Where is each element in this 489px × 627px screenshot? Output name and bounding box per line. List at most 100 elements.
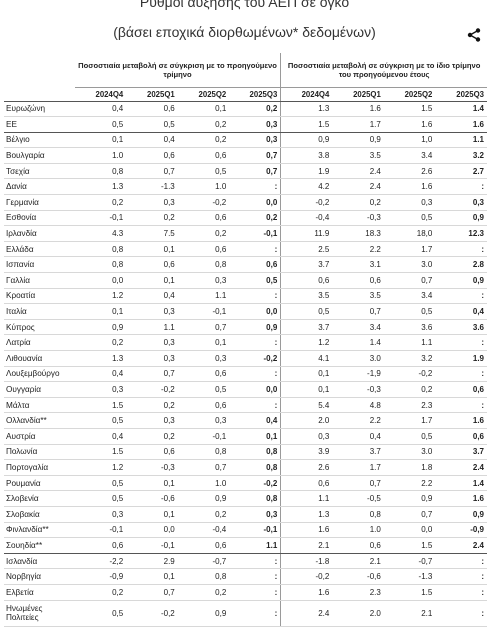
table-cell: 0,0 <box>74 272 127 289</box>
table-cell: 1.5 <box>74 444 127 461</box>
table-cell: : <box>435 334 487 351</box>
table-cell: -0,4 <box>177 522 230 539</box>
share-icon[interactable] <box>467 28 481 42</box>
column-header: 2025Q3 <box>435 87 487 102</box>
table-cell: 0,3 <box>126 350 178 367</box>
country-name: Ηνωμένες Πολιτείες <box>4 600 75 627</box>
table-cell: 3.2 <box>383 350 436 367</box>
table-cell: 0,2 <box>177 225 230 242</box>
country-name: Ελβετία <box>4 584 75 601</box>
table-cell: 4.3 <box>74 225 127 242</box>
table-row: Ελβετία 0,2 0,7 0,2:1.6 2.3 1.5: <box>4 584 487 601</box>
table-cell: 3.8 <box>280 147 333 164</box>
table-cell: 3.9 <box>280 444 333 461</box>
table-cell: : <box>229 568 281 585</box>
country-name: Νορβηγία <box>4 568 75 585</box>
table-cell: 0,1 <box>126 568 178 585</box>
table-row: Ιταλία 0,1 0,3 -0,1 0,0 0,5 0,7 0,5 0,4 <box>4 303 487 320</box>
table-row: Λουξεμβούργο 0,4 0,7 0,6:0,1 -1,9 -0,2: <box>4 366 487 383</box>
table-cell: 0,2 <box>177 584 230 601</box>
table-row: Κροατία 1.2 0,4 1.1:3.5 3.5 3.4: <box>4 288 487 305</box>
table-cell: 0,4 <box>332 428 384 445</box>
table-cell: 0,5 <box>126 116 178 133</box>
table-row: Νορβηγία -0,9 0,1 0,8: -0,2 -0,6 -1.3: <box>4 568 487 585</box>
country-name: Αυστρία <box>4 428 75 445</box>
table-cell: 0,6 <box>177 241 230 258</box>
table-row: Ελλάδα 0,8 0,1 0,6:2.5 2.2 1.7: <box>4 241 487 258</box>
table-cell: 1.5 <box>280 116 333 133</box>
table-row: Σλοβακία 0,3 0,1 0,2 0,3 1.3 0,8 0,7 0,9 <box>4 506 487 523</box>
table-cell: 0,5 <box>74 600 127 627</box>
country-name: Πολωνία <box>4 444 75 461</box>
table-cell: -0,4 <box>280 210 333 227</box>
table-cell: 3.5 <box>332 288 384 305</box>
column-header: 2025Q1 <box>126 87 178 102</box>
table-cell: 3.4 <box>383 147 436 164</box>
table-cell: 1.0 <box>74 147 127 164</box>
table-cell: -0,2 <box>177 194 230 211</box>
table-cell: 5.4 <box>280 397 333 414</box>
table-cell: 0,6 <box>74 537 127 554</box>
table-cell: 0,2 <box>383 381 436 398</box>
table-cell: : <box>435 600 487 627</box>
table-cell: 3.6 <box>383 319 436 336</box>
table-cell: -0,5 <box>332 490 384 507</box>
table-cell: 0,6 <box>177 397 230 414</box>
table-cell: 1.6 <box>280 522 333 539</box>
table-cell: 0,9 <box>229 319 281 336</box>
table-row: Τσεχία 0,8 0,7 0,5 0,7 1.9 2.4 2.6 2.7 <box>4 163 487 180</box>
table-cell: -0,9 <box>435 522 487 539</box>
table-cell: 0,8 <box>177 444 230 461</box>
table-cell: 0,3 <box>229 116 281 133</box>
table-cell: -1.3 <box>126 178 178 196</box>
table-cell: 2.4 <box>332 163 384 180</box>
table-cell: -0,1 <box>126 537 178 554</box>
page-subtitle: (βάσει εποχικά διορθωμένων* δεδομένων) <box>113 24 376 40</box>
table-cell: 3.0 <box>383 444 436 461</box>
page-title: Ρυθμοί αύξησης του ΑΕΠ σε όγκο <box>139 0 350 10</box>
table-cell: 0,0 <box>229 381 281 398</box>
table-cell: 1.5 <box>383 537 436 554</box>
column-header: 2025Q3 <box>229 87 281 102</box>
table-cell: 0,5 <box>74 490 127 507</box>
country-name: ΕΕ <box>4 116 75 133</box>
table-cell: 0,3 <box>177 412 230 429</box>
table-cell: 0,3 <box>126 194 178 211</box>
table-cell: 3.4 <box>383 288 436 305</box>
country-name: Ευρωζώνη <box>4 101 75 118</box>
table-cell: -1,9 <box>332 366 384 383</box>
table-cell: 2.1 <box>383 600 436 627</box>
country-name: Σλοβακία <box>4 506 75 523</box>
table-cell: 2.4 <box>280 600 333 627</box>
table-cell: 0,0 <box>126 522 178 539</box>
table-cell: 0,8 <box>229 444 281 461</box>
table-cell: 1.3 <box>280 101 333 118</box>
table-cell: 3.2 <box>435 147 487 164</box>
table-cell: 0,2 <box>177 116 230 133</box>
table-cell: -0,2 <box>280 568 333 585</box>
country-name: Λιθουανία <box>4 350 75 367</box>
table-row: Εσθονία -0,1 0,2 0,6 0,2 -0,4 -0,3 0,5 0,9 <box>4 210 487 227</box>
table-cell: 0,4 <box>229 412 281 429</box>
table-cell: 0,6 <box>177 537 230 554</box>
table-cell: 0,1 <box>229 428 281 445</box>
table-cell: -0,1 <box>74 522 127 539</box>
table-cell: 0,6 <box>126 101 178 118</box>
group-header-qoq: Ποσοστιαία μεταβολή σε σύγκριση με το πρ… <box>74 53 281 88</box>
table-cell: 0,5 <box>383 428 436 445</box>
table-cell: 3.7 <box>332 444 384 461</box>
table-cell: 2.7 <box>435 163 487 180</box>
table-cell: -0,6 <box>126 490 178 507</box>
table-cell: : <box>229 334 281 351</box>
table-cell: 2.3 <box>332 584 384 601</box>
table-cell: -0,3 <box>332 210 384 227</box>
table-cell: -0,2 <box>383 366 436 383</box>
country-name: Λατρία <box>4 334 75 351</box>
table-cell: 0,9 <box>280 132 333 149</box>
country-name: Ολλανδία** <box>4 412 75 429</box>
table-cell: 0,3 <box>126 412 178 429</box>
table-row: Ισπανία 0,8 0,6 0,8 0,6 3.7 3.1 3.0 2.8 <box>4 256 487 274</box>
table-cell: 1.6 <box>435 116 487 133</box>
header-blank <box>4 53 75 87</box>
table-cell: 18.3 <box>332 225 384 242</box>
